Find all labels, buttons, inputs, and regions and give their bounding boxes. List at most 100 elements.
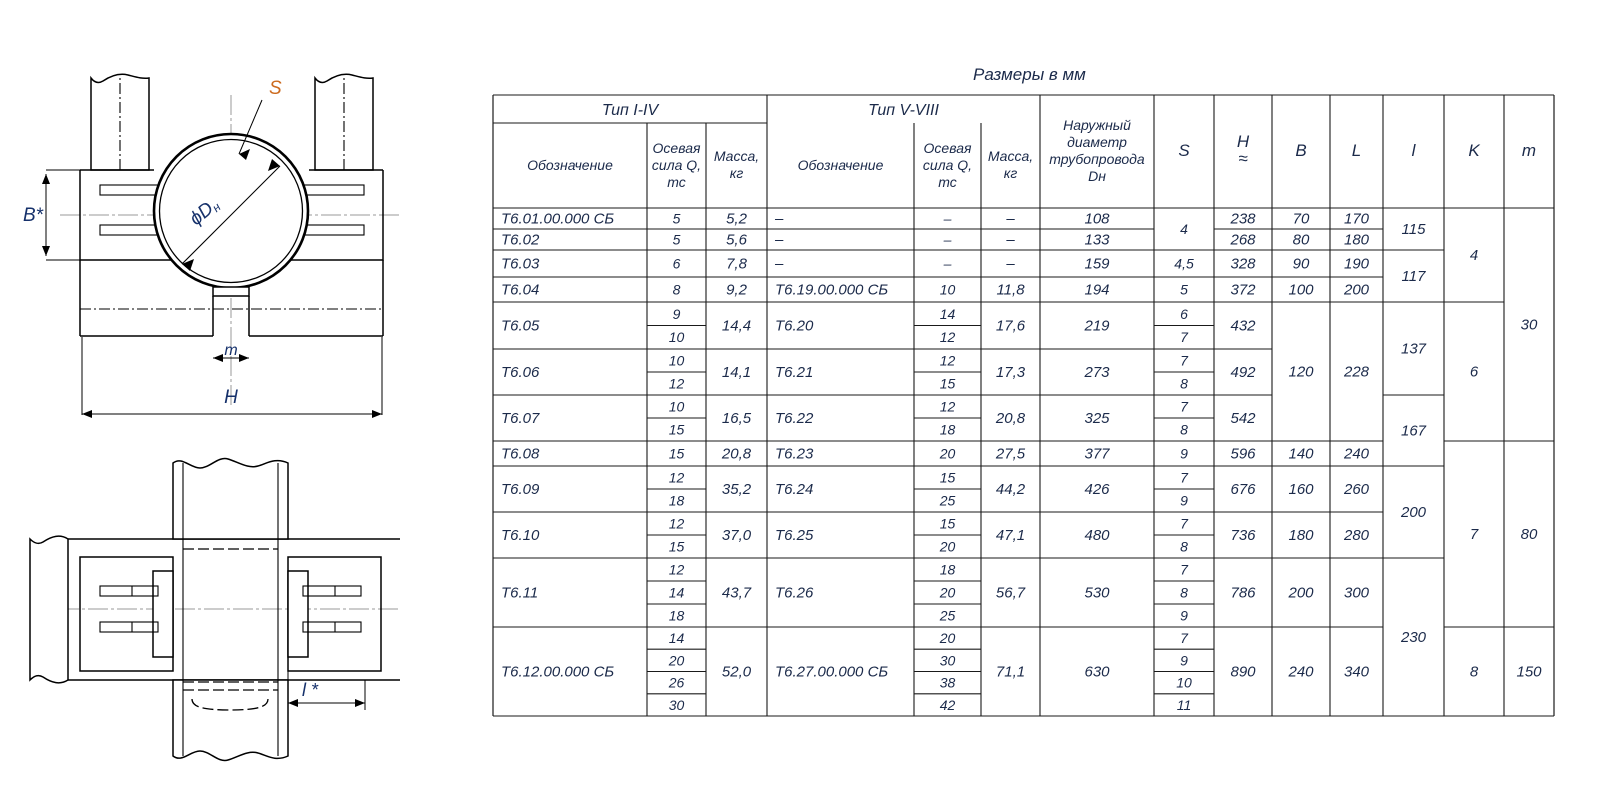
svg-text:6: 6 [1470, 364, 1479, 381]
svg-text:137: 137 [1401, 341, 1427, 358]
svg-text:Размеры в мм: Размеры в мм [973, 65, 1086, 84]
svg-text:B*: B* [23, 205, 44, 226]
svg-text:37,0: 37,0 [722, 527, 752, 544]
svg-text:9: 9 [1180, 446, 1188, 462]
svg-text:диаметр: диаметр [1067, 134, 1127, 150]
svg-text:15: 15 [940, 470, 956, 486]
svg-text:7: 7 [1180, 399, 1189, 415]
svg-text:426: 426 [1084, 481, 1110, 498]
svg-text:T6.19.00.000 СБ: T6.19.00.000 СБ [775, 282, 888, 299]
svg-text:180: 180 [1288, 527, 1314, 544]
svg-text:200: 200 [1287, 585, 1314, 602]
svg-text:8: 8 [673, 282, 681, 298]
svg-text:5,2: 5,2 [726, 211, 748, 228]
svg-text:тс: тс [938, 174, 957, 190]
svg-text:H: H [224, 387, 238, 408]
svg-text:T6.21: T6.21 [775, 364, 813, 381]
svg-text:20: 20 [939, 446, 956, 462]
svg-text:38: 38 [940, 675, 956, 691]
svg-text:12: 12 [940, 353, 956, 369]
svg-text:–: – [1005, 232, 1015, 249]
svg-text:10: 10 [940, 282, 956, 298]
svg-text:10: 10 [669, 353, 685, 369]
svg-text:18: 18 [669, 493, 685, 509]
svg-text:15: 15 [669, 422, 685, 438]
svg-text:200: 200 [1400, 504, 1427, 521]
svg-text:Обозначение: Обозначение [527, 157, 613, 173]
svg-text:120: 120 [1288, 364, 1314, 381]
svg-text:–: – [774, 256, 784, 273]
svg-text:12: 12 [669, 376, 685, 392]
svg-text:Тип V-VIII: Тип V-VIII [868, 102, 939, 119]
svg-text:35,2: 35,2 [722, 481, 752, 498]
svg-text:5: 5 [1180, 282, 1188, 298]
svg-text:6: 6 [1180, 306, 1188, 322]
svg-text:–: – [943, 232, 952, 248]
svg-text:T6.05: T6.05 [501, 318, 540, 335]
svg-text:12: 12 [940, 329, 956, 345]
svg-text:T6.23: T6.23 [775, 446, 814, 463]
svg-text:372: 372 [1230, 282, 1256, 299]
svg-text:7: 7 [1180, 516, 1189, 532]
svg-text:T6.10: T6.10 [501, 527, 540, 544]
svg-text:5,6: 5,6 [726, 232, 748, 249]
svg-text:18: 18 [669, 608, 685, 624]
svg-text:20: 20 [939, 630, 956, 646]
svg-text:14: 14 [940, 306, 956, 322]
svg-text:тс: тс [667, 174, 686, 190]
svg-text:100: 100 [1288, 282, 1314, 299]
svg-text:15: 15 [669, 539, 685, 555]
svg-text:9,2: 9,2 [726, 282, 748, 299]
svg-text:m: m [1522, 141, 1536, 160]
svg-text:11,8: 11,8 [996, 282, 1025, 299]
svg-text:27,5: 27,5 [995, 446, 1026, 463]
svg-text:14: 14 [669, 585, 685, 601]
svg-text:26: 26 [668, 675, 685, 691]
svg-text:9: 9 [1180, 652, 1188, 668]
svg-text:260: 260 [1343, 481, 1370, 498]
svg-text:9: 9 [1180, 608, 1188, 624]
svg-text:8: 8 [1180, 585, 1188, 601]
svg-text:15: 15 [940, 516, 956, 532]
svg-text:7,8: 7,8 [726, 256, 748, 273]
svg-text:328: 328 [1230, 256, 1256, 273]
svg-text:10: 10 [669, 329, 685, 345]
svg-text:432: 432 [1230, 318, 1256, 335]
svg-text:190: 190 [1344, 256, 1370, 273]
svg-text:7: 7 [1180, 630, 1189, 646]
svg-text:Обозначение: Обозначение [798, 157, 884, 173]
svg-text:25: 25 [939, 493, 956, 509]
svg-text:9: 9 [1180, 493, 1188, 509]
svg-text:T6.06: T6.06 [501, 364, 540, 381]
svg-text:150: 150 [1516, 664, 1542, 681]
svg-text:Осевая: Осевая [653, 140, 701, 156]
svg-text:159: 159 [1084, 256, 1110, 273]
svg-text:≈: ≈ [1238, 149, 1248, 168]
svg-text:480: 480 [1084, 527, 1110, 544]
svg-text:18: 18 [940, 422, 956, 438]
svg-text:200: 200 [1343, 282, 1370, 299]
svg-text:12: 12 [669, 516, 685, 532]
svg-text:230: 230 [1400, 629, 1427, 646]
svg-text:Dн: Dн [1088, 168, 1106, 184]
svg-text:56,7: 56,7 [996, 585, 1026, 602]
svg-text:T6.26: T6.26 [775, 585, 814, 602]
svg-text:280: 280 [1343, 527, 1370, 544]
svg-text:B: B [1295, 141, 1306, 160]
svg-text:52,0: 52,0 [722, 664, 752, 681]
svg-text:15: 15 [940, 376, 956, 392]
svg-text:786: 786 [1230, 585, 1256, 602]
svg-text:T6.27.00.000 СБ: T6.27.00.000 СБ [775, 664, 888, 681]
svg-text:T6.07: T6.07 [501, 410, 540, 427]
svg-text:108: 108 [1084, 211, 1110, 228]
svg-text:377: 377 [1084, 446, 1110, 463]
svg-text:14,1: 14,1 [722, 364, 751, 381]
svg-text:43,7: 43,7 [722, 585, 752, 602]
svg-text:7: 7 [1470, 526, 1479, 543]
svg-text:20: 20 [939, 539, 956, 555]
svg-text:T6.08: T6.08 [501, 446, 540, 463]
svg-text:240: 240 [1287, 664, 1314, 681]
svg-text:T6.12.00.000 СБ: T6.12.00.000 СБ [501, 664, 614, 681]
svg-text:167: 167 [1401, 423, 1427, 440]
svg-text:12: 12 [940, 399, 956, 415]
